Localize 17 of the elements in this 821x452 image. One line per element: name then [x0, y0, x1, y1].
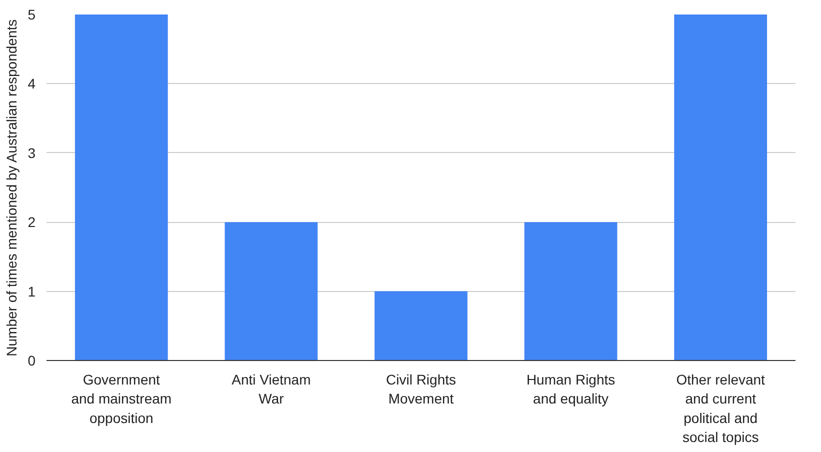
x-tick-label: Human Rights and equality [526, 372, 616, 407]
x-tick-label: Government and mainstream opposition [71, 372, 172, 426]
y-tick-label: 0 [28, 352, 36, 368]
bar [524, 222, 618, 360]
bar [374, 291, 468, 360]
x-tick-label: Civil Rights Movement [386, 372, 456, 407]
bar [674, 14, 768, 360]
x-tick-label: Anti Vietnam War [232, 372, 311, 407]
y-tick-label: 1 [28, 283, 36, 300]
y-tick-label: 5 [28, 6, 36, 22]
y-tick-label: 3 [28, 144, 36, 161]
bar [224, 222, 318, 360]
y-axis-title: Number of times mentioned by Australian respondents [4, 19, 20, 356]
x-tick-label: Other relevant and current political and social topics [676, 372, 766, 446]
y-tick-label: 4 [28, 76, 36, 92]
bar [74, 14, 168, 360]
y-tick-label: 2 [28, 214, 36, 230]
